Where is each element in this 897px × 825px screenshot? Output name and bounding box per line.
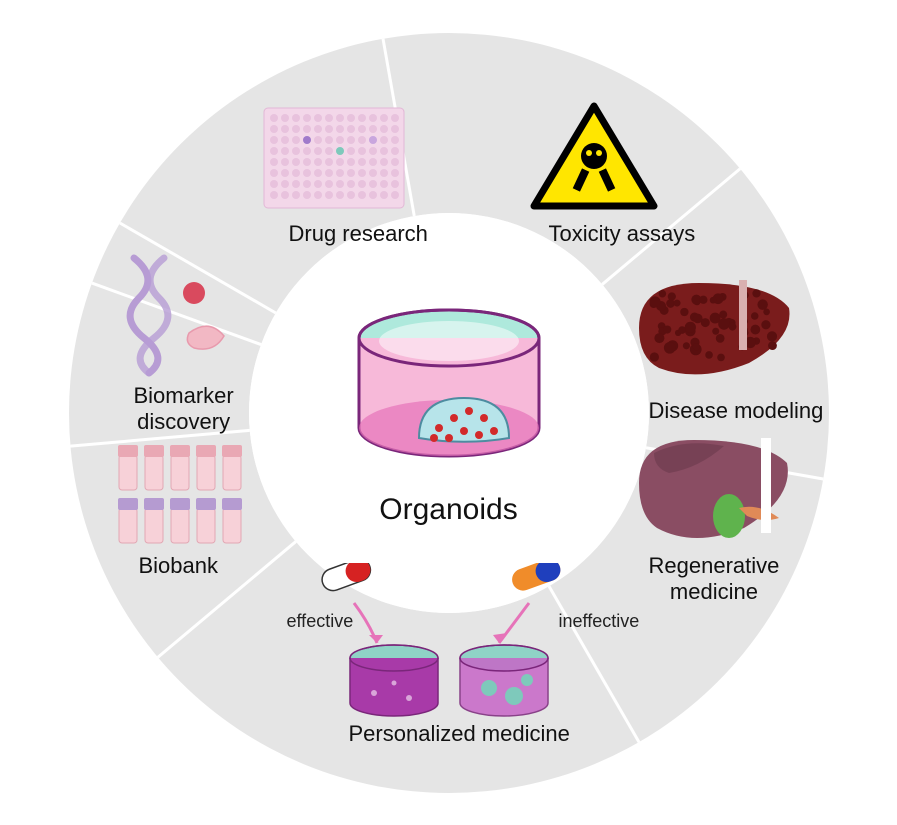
center-title: Organoids	[379, 493, 517, 527]
toxicity-icon	[529, 101, 659, 216]
drug-research-icon	[259, 103, 409, 213]
label-disease-modeling: Disease modeling	[649, 398, 824, 424]
biomarker-icon	[114, 248, 254, 378]
label-biomarker: Biomarker discovery	[134, 383, 234, 436]
personalized-icon	[259, 563, 639, 733]
label-toxicity: Toxicity assays	[549, 221, 696, 247]
center-dish-icon	[339, 283, 559, 483]
label-effective: effective	[287, 611, 354, 632]
biobank-icon	[109, 443, 259, 553]
label-drug-research: Drug research	[289, 221, 428, 247]
organoid-wheel: Organoids	[59, 23, 839, 803]
label-regenerative: Regenerative medicine	[649, 553, 780, 606]
disease-liver-icon	[629, 268, 799, 388]
regenerative-liver-icon	[629, 428, 799, 558]
label-biobank: Biobank	[139, 553, 219, 579]
label-ineffective: ineffective	[559, 611, 640, 632]
label-personalized: Personalized medicine	[349, 721, 570, 747]
